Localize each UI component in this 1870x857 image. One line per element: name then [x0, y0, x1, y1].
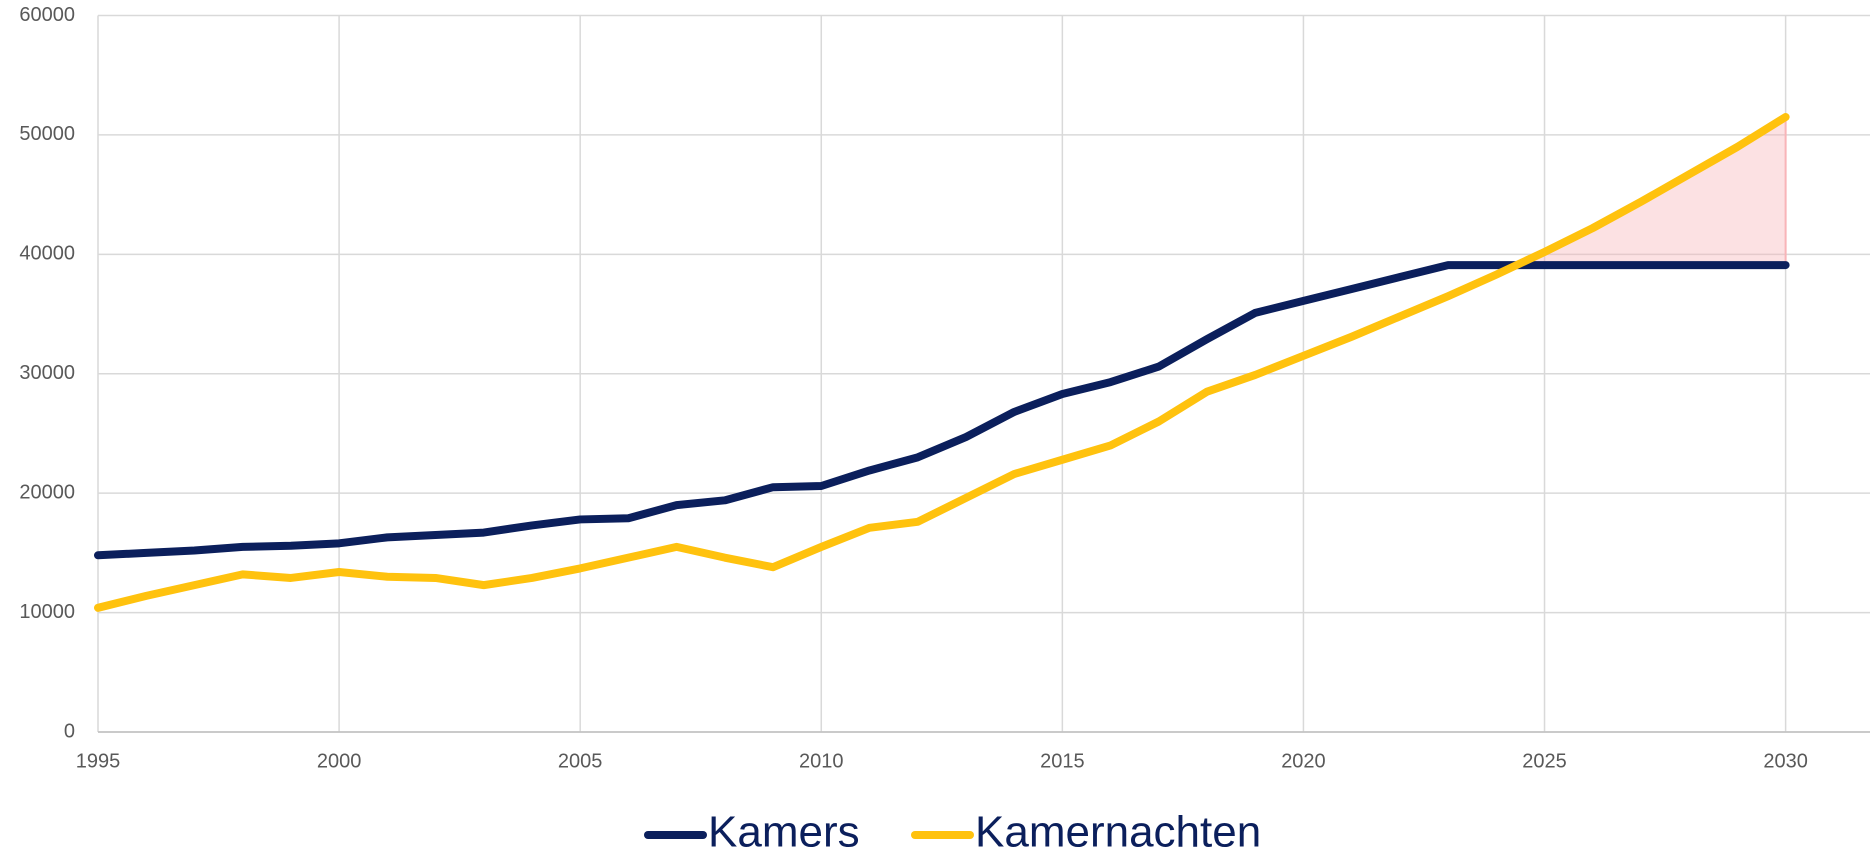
- x-tick-label: 2030: [1763, 750, 1808, 772]
- y-tick-label: 60000: [19, 4, 75, 26]
- y-tick-label: 30000: [19, 362, 75, 384]
- x-tick-label: 2025: [1522, 750, 1567, 772]
- y-tick-label: 40000: [19, 243, 75, 265]
- x-tick-label: 2020: [1281, 750, 1326, 772]
- series-line: [94, 113, 1790, 612]
- y-tick-label: 10000: [19, 601, 75, 623]
- x-tick-label: 1995: [76, 750, 121, 772]
- series-line: [94, 261, 1790, 560]
- x-tick-label: 2015: [1040, 750, 1085, 772]
- y-tick-label: 0: [64, 720, 75, 742]
- x-tick-label: 2000: [317, 750, 362, 772]
- legend-label: Kamernachten: [975, 808, 1261, 857]
- x-tick-label: 2005: [558, 750, 603, 772]
- x-tick-label: 2010: [799, 750, 844, 772]
- y-tick-label: 20000: [19, 481, 75, 503]
- legend-label: Kamers: [708, 808, 860, 857]
- y-tick-label: 50000: [19, 123, 75, 145]
